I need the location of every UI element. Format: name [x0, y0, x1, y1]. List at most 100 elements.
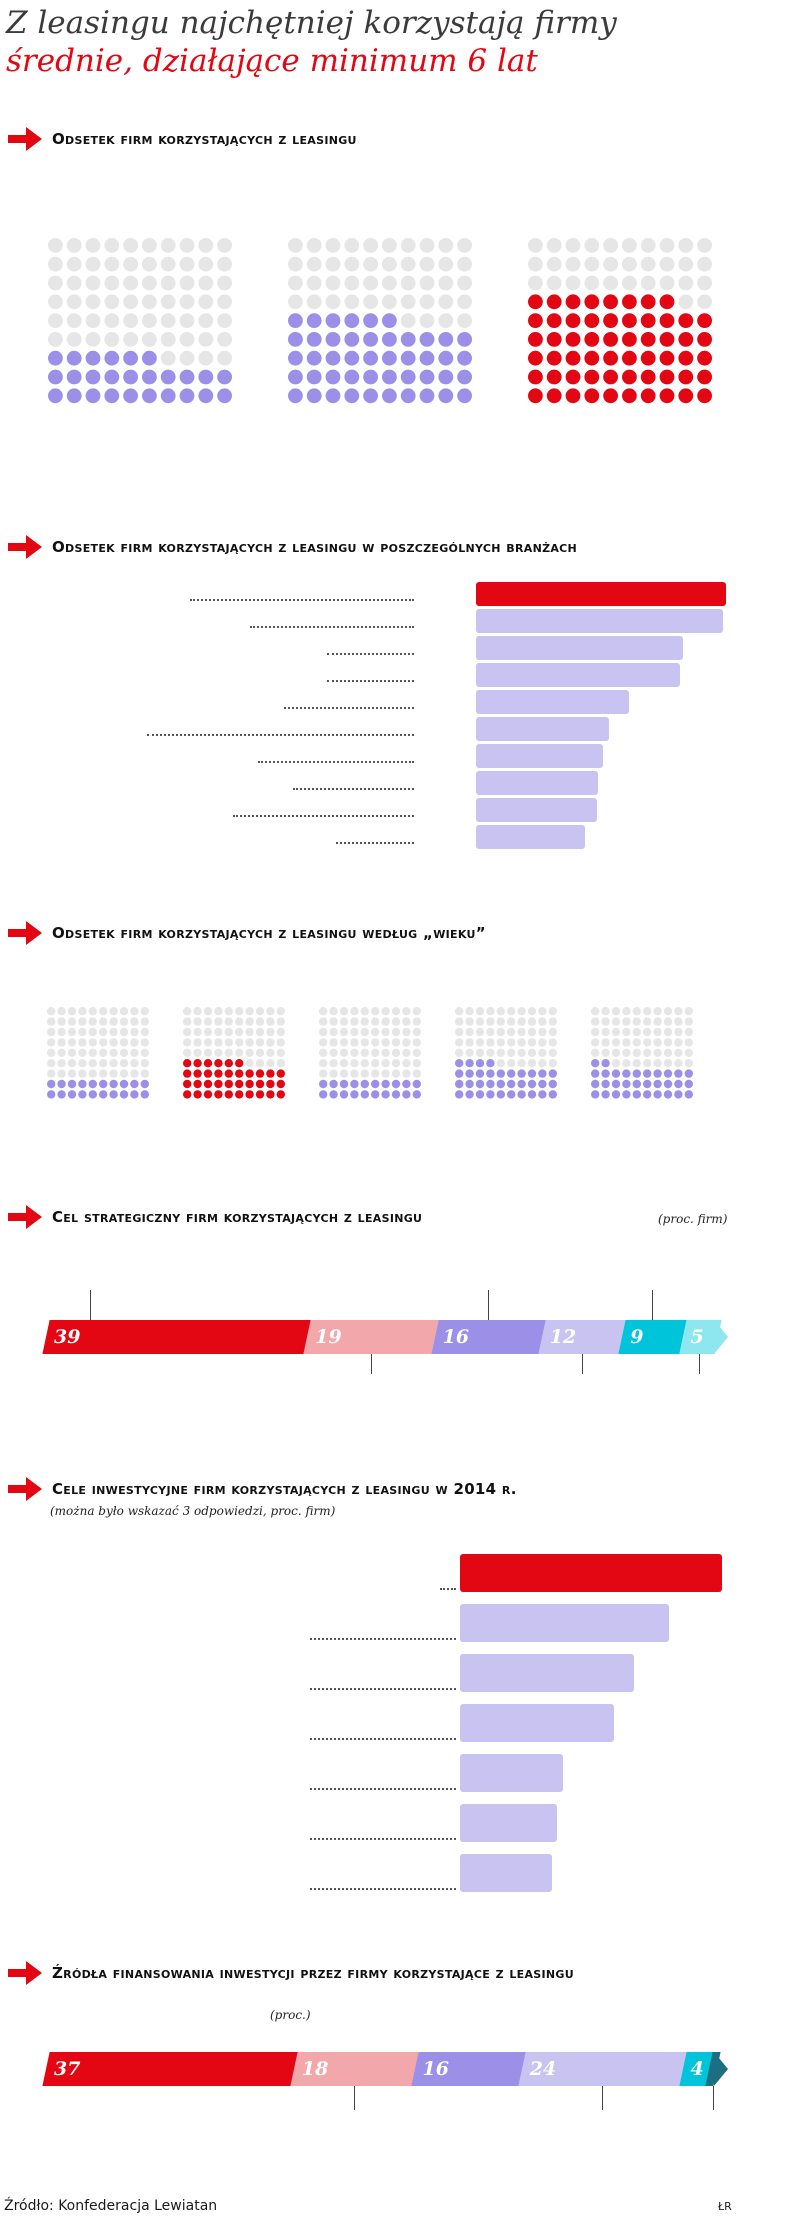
- empty-dot: [339, 1017, 349, 1026]
- empty-dot: [391, 1038, 401, 1047]
- filled-dot: [276, 1079, 285, 1089]
- empty-dot: [678, 256, 694, 272]
- filled-dot: [611, 1079, 621, 1089]
- filled-dot: [455, 1079, 464, 1089]
- filled-dot: [214, 1090, 223, 1099]
- empty-dot: [224, 1007, 233, 1016]
- empty-dot: [391, 1017, 401, 1026]
- dot-grid-s1-1: [288, 238, 472, 404]
- empty-dot: [198, 313, 214, 328]
- empty-dot: [66, 332, 82, 347]
- filled-dot: [684, 1090, 693, 1099]
- empty-dot: [288, 294, 303, 310]
- empty-dot: [546, 256, 562, 272]
- caption-tick: [652, 1290, 654, 1320]
- bar-end-cap: [714, 1320, 728, 1354]
- empty-dot: [517, 1017, 526, 1026]
- empty-dot: [684, 1017, 693, 1026]
- filled-dot: [601, 1059, 610, 1068]
- filled-dot: [255, 1069, 265, 1078]
- filled-dot: [85, 350, 101, 366]
- filled-dot: [548, 1090, 557, 1099]
- filled-dot: [235, 1059, 244, 1068]
- empty-dot: [412, 1007, 421, 1016]
- empty-dot: [214, 1007, 223, 1016]
- dot-grid-s3-1: [183, 1007, 285, 1099]
- red-arrow-icon: [8, 921, 42, 945]
- filled-dot: [306, 313, 322, 328]
- filled-dot: [203, 1059, 213, 1068]
- filled-dot: [527, 1069, 537, 1078]
- filled-dot: [104, 350, 120, 366]
- filled-dot: [622, 1079, 631, 1089]
- filled-dot: [465, 1079, 474, 1089]
- filled-dot: [457, 332, 472, 347]
- empty-dot: [507, 1007, 516, 1016]
- empty-dot: [601, 1027, 610, 1037]
- empty-dot: [371, 1059, 380, 1068]
- empty-dot: [603, 256, 618, 272]
- filled-dot: [363, 332, 378, 347]
- filled-dot: [584, 369, 600, 385]
- empty-dot: [382, 256, 397, 272]
- empty-dot: [67, 1007, 77, 1016]
- empty-dot: [527, 1048, 537, 1057]
- empty-dot: [339, 1069, 349, 1078]
- empty-dot: [88, 1048, 97, 1057]
- empty-dot: [591, 1038, 600, 1047]
- industry-bar-9: [476, 825, 586, 849]
- filled-dot: [457, 350, 472, 366]
- empty-dot: [123, 238, 138, 253]
- empty-dot: [517, 1059, 526, 1068]
- empty-dot: [632, 1007, 641, 1016]
- filled-dot: [584, 350, 600, 366]
- empty-dot: [119, 1069, 129, 1078]
- filled-dot: [104, 388, 120, 404]
- filled-dot: [643, 1079, 652, 1089]
- empty-dot: [142, 294, 157, 310]
- filled-dot: [475, 1059, 485, 1068]
- filled-dot: [653, 1069, 662, 1078]
- empty-dot: [402, 1069, 411, 1078]
- leader-dots: [310, 1722, 456, 1740]
- filled-dot: [276, 1069, 285, 1078]
- industry-bar-7: [476, 771, 598, 795]
- empty-dot: [67, 1048, 77, 1057]
- empty-dot: [123, 275, 138, 291]
- empty-dot: [438, 313, 454, 328]
- filled-dot: [142, 350, 157, 366]
- empty-dot: [419, 275, 435, 291]
- empty-dot: [496, 1007, 505, 1016]
- empty-dot: [109, 1027, 118, 1037]
- empty-dot: [255, 1048, 265, 1057]
- filled-dot: [678, 350, 694, 366]
- empty-dot: [319, 1007, 328, 1016]
- empty-dot: [674, 1027, 683, 1037]
- filled-dot: [183, 1069, 192, 1078]
- empty-dot: [203, 1048, 213, 1057]
- section-4-header: Cel strategiczny firm korzystających z l…: [8, 1202, 422, 1232]
- filled-dot: [288, 313, 303, 328]
- filled-dot: [235, 1069, 244, 1078]
- filled-dot: [622, 1069, 631, 1078]
- empty-dot: [632, 1038, 641, 1047]
- filled-dot: [402, 1090, 411, 1099]
- section-2-title: Odsetek firm korzystających z leasingu w…: [52, 538, 578, 556]
- filled-dot: [130, 1079, 139, 1089]
- filled-dot: [88, 1090, 97, 1099]
- empty-dot: [198, 275, 214, 291]
- segment-value-1: 18: [301, 2058, 329, 2080]
- empty-dot: [507, 1048, 516, 1057]
- empty-dot: [632, 1027, 641, 1037]
- empty-dot: [438, 294, 454, 310]
- empty-dot: [601, 1048, 610, 1057]
- empty-dot: [276, 1007, 285, 1016]
- empty-dot: [622, 1017, 631, 1026]
- empty-dot: [66, 294, 82, 310]
- empty-dot: [109, 1069, 118, 1078]
- empty-dot: [527, 1007, 537, 1016]
- filled-dot: [622, 388, 637, 404]
- filled-dot: [198, 369, 214, 385]
- empty-dot: [85, 275, 101, 291]
- empty-dot: [235, 1027, 244, 1037]
